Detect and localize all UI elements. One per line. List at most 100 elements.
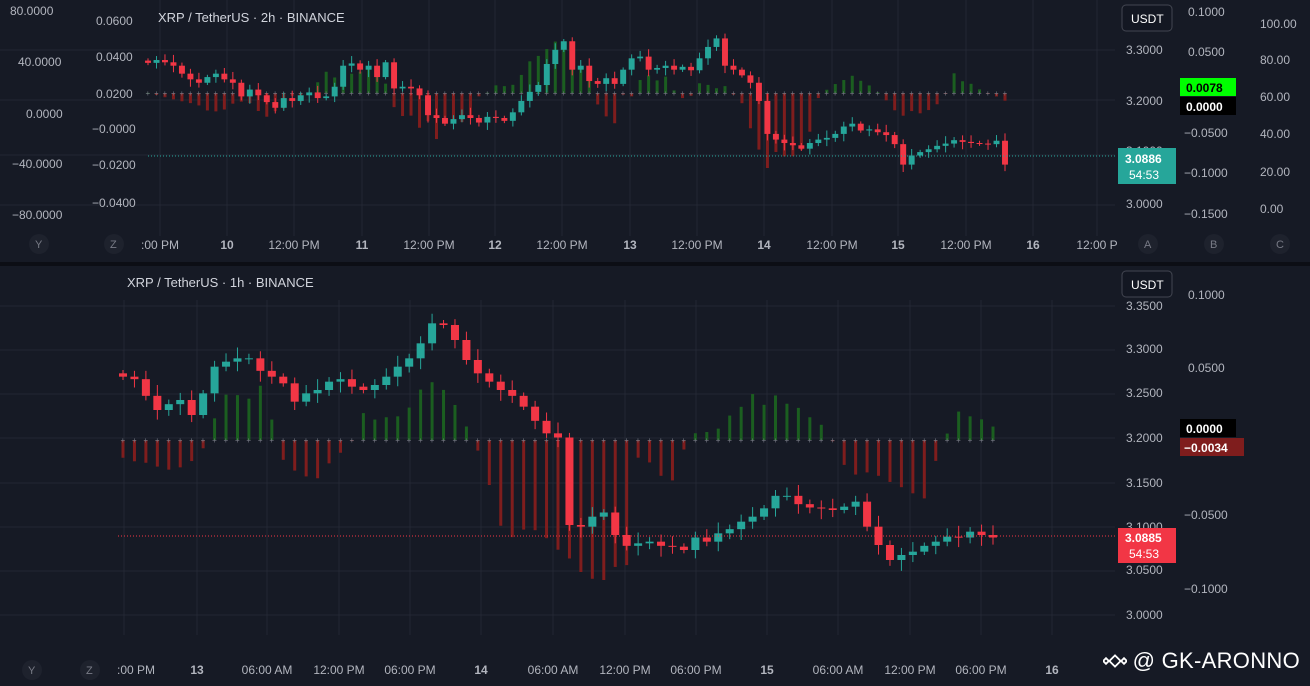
- candle[interactable]: [433, 115, 440, 118]
- top-z-axis[interactable]: 0.0600 0.0400 0.0200 −0.0000 −0.0200 −0.…: [92, 14, 136, 210]
- candle[interactable]: [840, 506, 849, 510]
- candle[interactable]: [280, 98, 287, 108]
- candle[interactable]: [289, 98, 296, 101]
- candle[interactable]: [866, 129, 873, 131]
- candle[interactable]: [501, 118, 508, 121]
- candle[interactable]: [153, 395, 162, 410]
- candle[interactable]: [272, 102, 279, 108]
- candle[interactable]: [222, 361, 231, 367]
- candle[interactable]: [314, 92, 321, 99]
- candle[interactable]: [755, 82, 762, 101]
- candle[interactable]: [645, 56, 652, 70]
- candle[interactable]: [760, 508, 769, 517]
- candle[interactable]: [405, 358, 414, 367]
- candle[interactable]: [336, 379, 345, 382]
- candle[interactable]: [917, 152, 924, 156]
- candle[interactable]: [450, 325, 459, 340]
- candle[interactable]: [238, 82, 245, 97]
- candle[interactable]: [393, 366, 402, 377]
- candle[interactable]: [244, 358, 253, 360]
- candle[interactable]: [931, 541, 940, 546]
- candle[interactable]: [255, 89, 262, 96]
- candle[interactable]: [357, 63, 364, 70]
- candle[interactable]: [233, 358, 242, 362]
- candle[interactable]: [531, 406, 540, 421]
- candle[interactable]: [212, 73, 219, 78]
- candle[interactable]: [897, 555, 906, 560]
- candle[interactable]: [771, 495, 780, 509]
- candle[interactable]: [832, 133, 839, 138]
- candle[interactable]: [508, 390, 517, 396]
- candle[interactable]: [977, 531, 986, 535]
- candle[interactable]: [263, 95, 270, 103]
- candle[interactable]: [908, 551, 917, 555]
- candle[interactable]: [714, 533, 723, 542]
- candle[interactable]: [475, 118, 482, 123]
- candle[interactable]: [560, 41, 567, 50]
- candle[interactable]: [908, 155, 915, 165]
- candle[interactable]: [696, 58, 703, 71]
- candle[interactable]: [374, 65, 381, 78]
- candle[interactable]: [340, 65, 347, 87]
- candle[interactable]: [382, 376, 391, 385]
- candle[interactable]: [204, 77, 211, 83]
- candle[interactable]: [874, 526, 883, 545]
- candle[interactable]: [325, 381, 334, 390]
- bottom-time-axis[interactable]: :00 PM 13 06:00 AM 12:00 PM 06:00 PM 14 06:00 …: [117, 663, 1059, 677]
- candle[interactable]: [153, 60, 160, 63]
- candle[interactable]: [382, 62, 389, 78]
- candle[interactable]: [782, 495, 791, 497]
- candle[interactable]: [246, 89, 253, 97]
- candle[interactable]: [588, 516, 597, 527]
- candle[interactable]: [705, 46, 711, 59]
- candle[interactable]: [620, 69, 627, 84]
- corner-z-button[interactable]: [80, 660, 100, 680]
- candle[interactable]: [959, 140, 966, 142]
- candle[interactable]: [857, 123, 864, 131]
- candle[interactable]: [668, 545, 677, 547]
- candle[interactable]: [348, 63, 355, 66]
- candle[interactable]: [688, 66, 695, 71]
- candle[interactable]: [679, 546, 688, 550]
- candle[interactable]: [408, 86, 415, 89]
- candle[interactable]: [789, 143, 796, 146]
- corner-b-button[interactable]: [1204, 234, 1224, 254]
- top-chart-title[interactable]: XRP / TetherUS · 2h · BINANCE: [158, 10, 345, 25]
- candle[interactable]: [331, 86, 338, 97]
- candle[interactable]: [806, 143, 813, 149]
- candle[interactable]: [416, 88, 423, 96]
- candle[interactable]: [313, 390, 322, 394]
- candle[interactable]: [399, 86, 406, 89]
- bottom-currency-badge[interactable]: [1121, 270, 1173, 298]
- top-c-axis[interactable]: 100.00 80.00 60.00 40.00 20.00 0.00: [1260, 17, 1297, 216]
- candle[interactable]: [323, 96, 330, 99]
- candle[interactable]: [951, 140, 958, 144]
- candle[interactable]: [577, 65, 584, 70]
- candle[interactable]: [425, 95, 431, 116]
- candle[interactable]: [671, 65, 678, 70]
- candle[interactable]: [611, 78, 618, 84]
- candle[interactable]: [297, 95, 304, 101]
- candle[interactable]: [279, 376, 288, 384]
- candle[interactable]: [885, 545, 894, 560]
- candle[interactable]: [485, 373, 494, 382]
- candle[interactable]: [993, 140, 1000, 145]
- candle[interactable]: [883, 132, 890, 136]
- candle[interactable]: [713, 38, 720, 47]
- candle[interactable]: [518, 100, 525, 113]
- candle[interactable]: [416, 343, 425, 359]
- candle[interactable]: [815, 139, 822, 144]
- candle[interactable]: [874, 129, 881, 133]
- candle[interactable]: [988, 535, 998, 538]
- candle[interactable]: [576, 525, 585, 527]
- candle[interactable]: [210, 366, 219, 394]
- candle[interactable]: [552, 49, 559, 64]
- candle[interactable]: [178, 65, 185, 74]
- candle[interactable]: [900, 144, 907, 165]
- candle[interactable]: [725, 529, 734, 534]
- candle[interactable]: [492, 116, 499, 118]
- bottom-chart-title[interactable]: XRP / TetherUS · 1h · BINANCE: [127, 275, 314, 290]
- candle[interactable]: [772, 133, 779, 140]
- candle[interactable]: [565, 437, 574, 526]
- candle[interactable]: [267, 370, 276, 377]
